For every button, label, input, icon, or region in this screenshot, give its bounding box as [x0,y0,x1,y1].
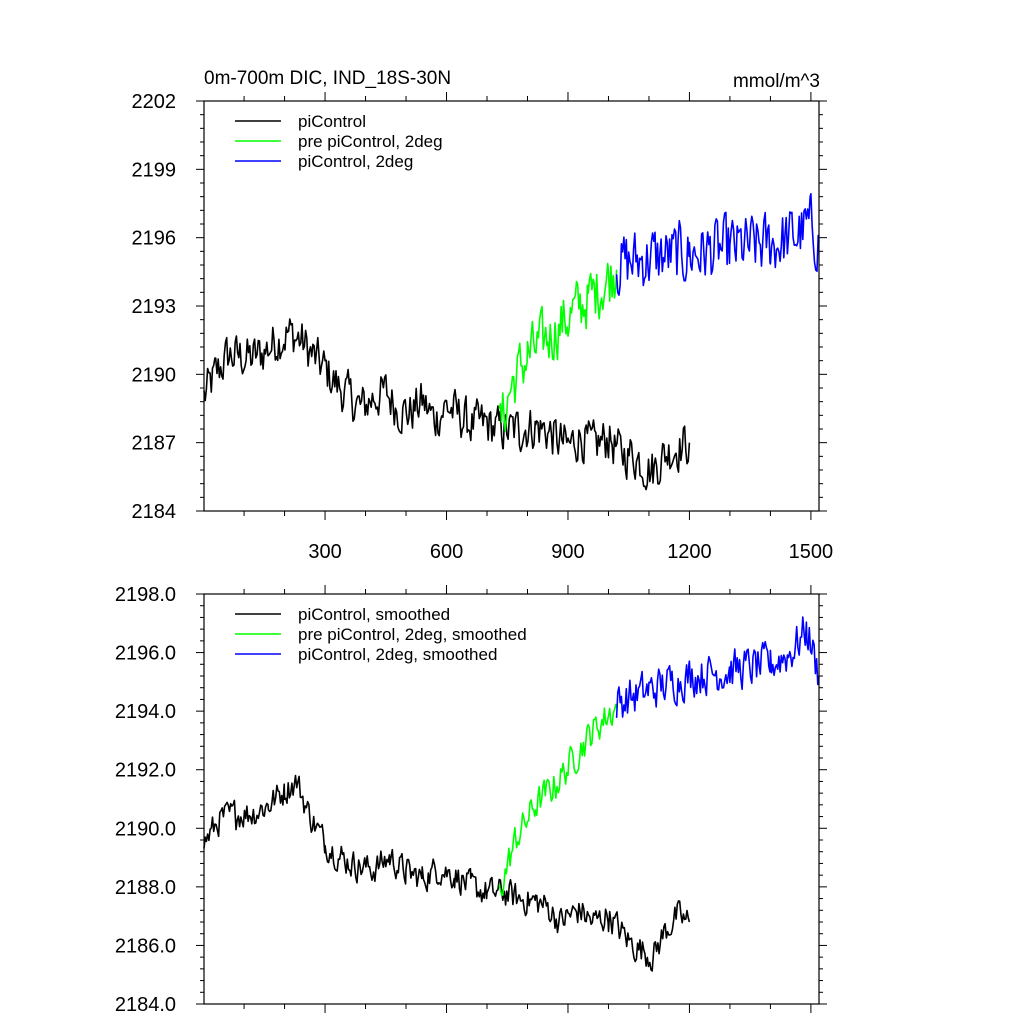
y-tick-label: 2190 [132,364,177,386]
y-tick-label: 2188.0 [115,877,176,899]
legend-label-2: piControl, 2deg [298,152,413,171]
y-tick-label: 2192.0 [115,760,176,782]
y-tick-label: 2198.0 [115,584,176,606]
bottom-series-lines [203,616,820,972]
legend-label-0: piControl [298,112,366,131]
y-tick-label: 2196.0 [115,643,176,665]
legend-label-1: pre piControl, 2deg, smoothed [298,625,527,644]
y-tick-label: 2190.0 [115,818,176,840]
series-line-0 [203,318,691,491]
bottom-plot-frame [203,593,820,1005]
y-tick-label: 2194.0 [115,701,176,723]
x-tick-label: 900 [551,541,584,563]
y-tick-label: 2184 [132,501,177,523]
x-tick-label: 1200 [667,541,712,563]
y-tick-label: 2184.0 [115,994,176,1016]
y-tick-label: 2199 [132,159,177,181]
y-tick-label: 2193 [132,296,177,318]
y-tick-label: 2187 [132,433,177,455]
bottom-axis-ticks: 2184.0 2186.0 2188.0 2190.0 2192.0 2194.0 2196… [115,584,827,1016]
x-tick-label: 600 [430,541,463,563]
top-series-lines [203,193,820,491]
x-tick-label: 300 [308,541,341,563]
series-line-2 [615,616,820,718]
series-line-1 [498,703,618,896]
series-line-0 [203,774,691,972]
series-line-1 [498,262,618,432]
top-chart-title: 0m-700m DIC, IND_18S-30N [204,68,451,89]
top-axis-ticks: 2184 2187 2190 2193 2196 2199 2202 300 600 900 120… [132,91,834,563]
y-tick-label: 2202 [132,91,177,113]
y-tick-label: 2186.0 [115,935,176,957]
y-tick-label: 2196 [132,228,177,250]
x-tick-label: 1500 [789,541,834,563]
legend-label-2: piControl, 2deg, smoothed [298,645,497,664]
top-chart-units: mmol/m^3 [733,71,820,92]
top-plot-frame [203,100,820,512]
legend-label-0: piControl, smoothed [298,605,450,624]
bottom-panel: 2184.0 2186.0 2188.0 2190.0 2192.0 2194.0 2196… [115,584,827,1016]
legend-label-1: pre piControl, 2deg [298,132,443,151]
series-line-2 [615,193,820,296]
top-panel: 0m-700m DIC, IND_18S-30N mmol/m^3 218421… [132,68,834,563]
